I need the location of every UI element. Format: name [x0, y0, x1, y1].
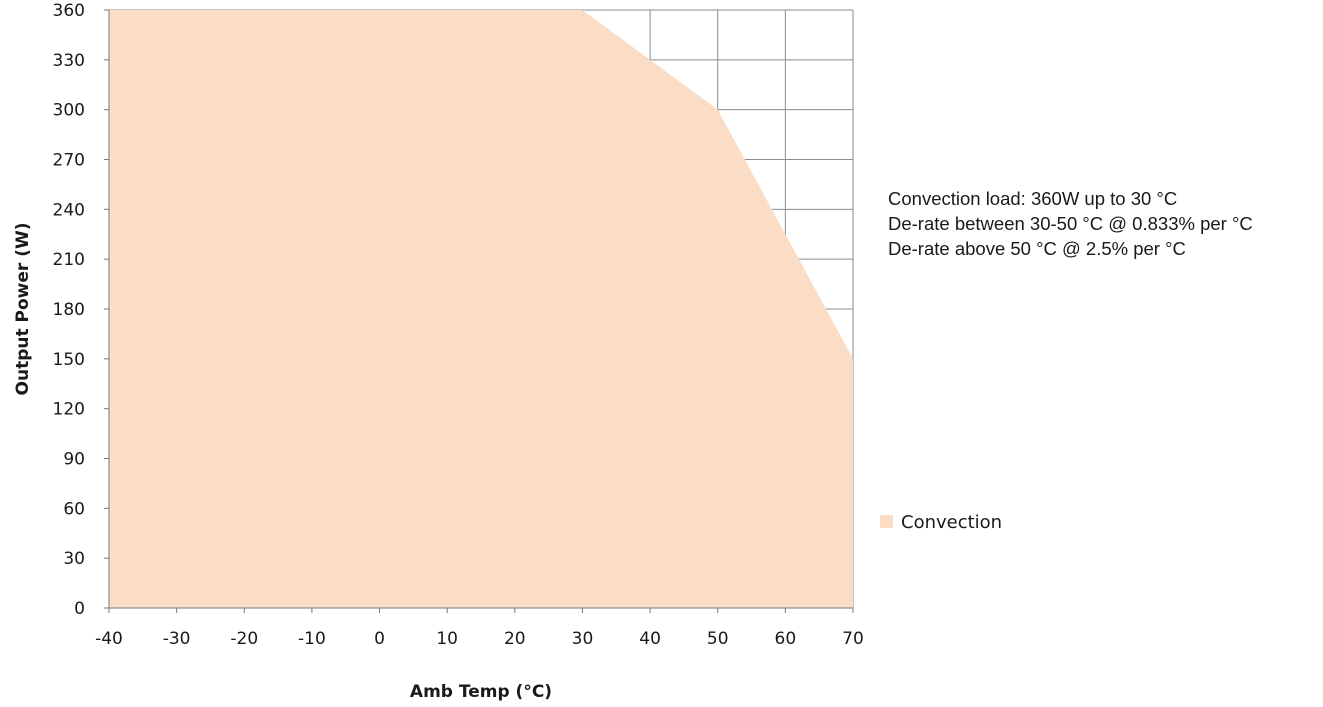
- legend: Convection: [880, 512, 1002, 533]
- x-tick-label: 70: [842, 629, 864, 649]
- x-tick-label: 60: [775, 629, 797, 649]
- axes: [104, 9, 854, 613]
- x-tick-label: 40: [639, 629, 661, 649]
- y-tick-label: 180: [53, 300, 85, 320]
- y-tick-labels: 0 30 60 90 120 150 180 210 240 270 300 330 360: [53, 1, 85, 619]
- y-tick-label: 0: [74, 599, 85, 619]
- x-tick-labels: -40 -30 -20 -10 0 10 20 30 40 50 60 70: [95, 629, 864, 649]
- y-tick-label: 90: [63, 450, 85, 470]
- y-tick-label: 240: [53, 200, 85, 220]
- x-tick-label: -10: [298, 629, 326, 649]
- y-tick-label: 360: [53, 1, 85, 21]
- x-tick-label: 20: [504, 629, 526, 649]
- legend-swatch-convection: [880, 515, 893, 528]
- y-tick-label: 270: [53, 151, 85, 171]
- y-tick-label: 300: [53, 101, 85, 121]
- x-tick-label: 50: [707, 629, 729, 649]
- note-convection-load: Convection load: 360W up to 30 °C: [888, 188, 1178, 209]
- note-derate-30-50: De-rate between 30-50 °C @ 0.833% per °C: [888, 213, 1253, 234]
- series-area-convection: [109, 10, 853, 608]
- x-tick-label: 30: [572, 629, 594, 649]
- x-tick-label: -40: [95, 629, 123, 649]
- legend-label-convection: Convection: [901, 512, 1002, 533]
- note-derate-above-50: De-rate above 50 °C @ 2.5% per °C: [888, 238, 1186, 259]
- y-tick-label: 150: [53, 350, 85, 370]
- y-axis-title: Output Power (W): [13, 223, 33, 396]
- y-tick-label: 330: [53, 51, 85, 71]
- x-tick-label: 0: [374, 629, 385, 649]
- x-tick-label: -20: [230, 629, 258, 649]
- y-tick-label: 60: [63, 499, 85, 519]
- y-tick-label: 30: [63, 549, 85, 569]
- y-tick-label: 210: [53, 250, 85, 270]
- x-tick-label: -30: [163, 629, 191, 649]
- x-tick-label: 10: [436, 629, 458, 649]
- derating-notes: Convection load: 360W up to 30 °C De-rat…: [888, 186, 1253, 261]
- x-axis-title: Amb Temp (°C): [410, 682, 552, 702]
- y-tick-label: 120: [53, 400, 85, 420]
